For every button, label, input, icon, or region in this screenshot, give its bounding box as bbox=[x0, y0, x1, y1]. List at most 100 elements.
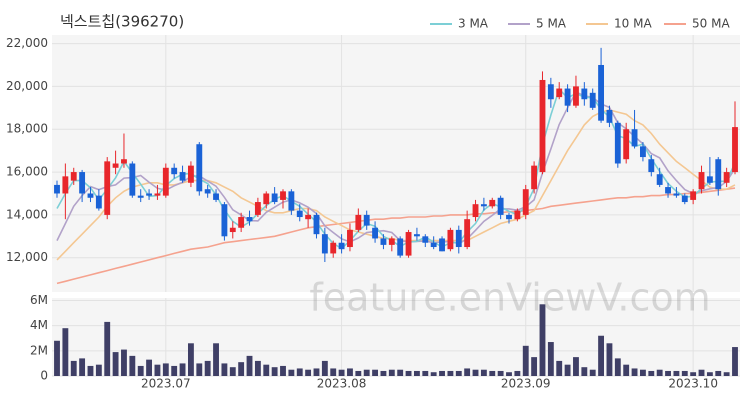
volume-bar bbox=[447, 370, 454, 376]
volume-bar bbox=[556, 360, 563, 376]
volume-bar bbox=[623, 364, 630, 376]
candle-body bbox=[623, 129, 630, 160]
volume-area bbox=[52, 298, 740, 376]
candle-body bbox=[547, 84, 554, 100]
candle-body bbox=[95, 195, 102, 209]
candle-body bbox=[589, 92, 596, 108]
volume-bar bbox=[706, 372, 713, 376]
candle-body bbox=[313, 214, 320, 235]
volume-bar bbox=[464, 368, 471, 376]
legend-label: 5 MA bbox=[536, 17, 567, 31]
volume-bar bbox=[363, 369, 370, 376]
candle-body bbox=[79, 172, 86, 194]
volume-bar bbox=[271, 367, 278, 376]
candle-body bbox=[397, 238, 404, 256]
volume-bar bbox=[313, 368, 320, 376]
candle-body bbox=[665, 187, 671, 194]
candle-body bbox=[480, 204, 487, 207]
candle-body bbox=[539, 79, 546, 173]
volume-bar bbox=[347, 368, 353, 376]
volume-bar bbox=[531, 357, 538, 376]
candle-body bbox=[196, 144, 203, 192]
legend-label: 3 MA bbox=[458, 17, 489, 31]
volume-bar bbox=[690, 372, 697, 376]
volume-bar bbox=[598, 335, 605, 376]
volume-bar bbox=[422, 370, 429, 376]
ma-line bbox=[56, 187, 736, 285]
volume-bar bbox=[355, 370, 362, 376]
candle-body bbox=[447, 229, 454, 250]
volume-bar bbox=[480, 369, 487, 376]
candle-body bbox=[673, 193, 680, 196]
volume-bar bbox=[162, 363, 169, 376]
volume-bar bbox=[321, 360, 328, 376]
volume-bar bbox=[246, 355, 253, 376]
legend-label: 50 MA bbox=[692, 17, 730, 31]
candle-body bbox=[221, 204, 228, 237]
candle-body bbox=[656, 174, 663, 185]
candle-body bbox=[690, 191, 697, 200]
candle-body bbox=[162, 167, 169, 196]
volume-bar bbox=[715, 370, 722, 376]
y-tick-label: 12,000 bbox=[6, 250, 48, 264]
candle-body bbox=[681, 195, 688, 203]
volume-bar bbox=[539, 304, 546, 376]
x-tick-label: 2023.07 bbox=[141, 377, 191, 391]
volume-bar bbox=[104, 321, 111, 376]
candle-body bbox=[229, 227, 236, 233]
candle-body bbox=[430, 242, 437, 248]
candle-body bbox=[288, 191, 295, 211]
volume-bar bbox=[187, 343, 194, 376]
volume-bar bbox=[95, 364, 102, 376]
volume-bar bbox=[330, 368, 337, 376]
volume-bar bbox=[430, 372, 437, 376]
x-tick-label: 2023.09 bbox=[501, 377, 551, 391]
y-tick-label: 20,000 bbox=[6, 79, 48, 93]
candle-body bbox=[296, 210, 303, 218]
volume-bar bbox=[581, 367, 588, 376]
candle-body bbox=[522, 189, 529, 215]
volume-bar bbox=[221, 363, 228, 376]
volume-bar bbox=[514, 370, 521, 376]
candle-body bbox=[614, 122, 621, 164]
volume-bar bbox=[522, 345, 529, 376]
candle-body bbox=[698, 172, 705, 190]
candle-body bbox=[648, 159, 655, 173]
volume-bar bbox=[589, 369, 596, 376]
volume-bar bbox=[497, 370, 504, 376]
y-tick-label: 14,000 bbox=[6, 207, 48, 221]
candle-body bbox=[347, 229, 353, 248]
candle-body bbox=[321, 234, 328, 254]
volume-bar bbox=[238, 362, 245, 376]
x-tick-label: 2023.10 bbox=[668, 377, 718, 391]
volume-bar bbox=[665, 370, 671, 376]
volume-bar bbox=[614, 358, 621, 376]
candle-body bbox=[171, 167, 178, 175]
volume-bar bbox=[79, 358, 86, 376]
candle-body bbox=[598, 64, 605, 121]
volume-bar bbox=[397, 369, 404, 376]
candle-body bbox=[514, 210, 521, 220]
candle-body bbox=[573, 86, 579, 106]
y-tick-label: 22,000 bbox=[6, 36, 48, 50]
volume-bar bbox=[204, 360, 211, 376]
candle-body bbox=[271, 193, 278, 203]
candle-body bbox=[154, 193, 161, 196]
volume-bar bbox=[171, 365, 178, 376]
candle-body bbox=[187, 165, 194, 183]
candle-body bbox=[305, 214, 312, 220]
candle-body bbox=[338, 242, 345, 250]
candle-body bbox=[388, 238, 395, 245]
candle-body bbox=[87, 193, 94, 198]
candle-body bbox=[129, 163, 136, 196]
candle-body bbox=[254, 202, 261, 215]
candle-body bbox=[104, 161, 111, 215]
volume-bar bbox=[723, 372, 730, 376]
volume-bar bbox=[305, 369, 312, 376]
volume-bar bbox=[455, 370, 462, 376]
volume-bar bbox=[254, 360, 261, 376]
candle-body bbox=[363, 214, 370, 226]
candle-body bbox=[489, 199, 496, 207]
